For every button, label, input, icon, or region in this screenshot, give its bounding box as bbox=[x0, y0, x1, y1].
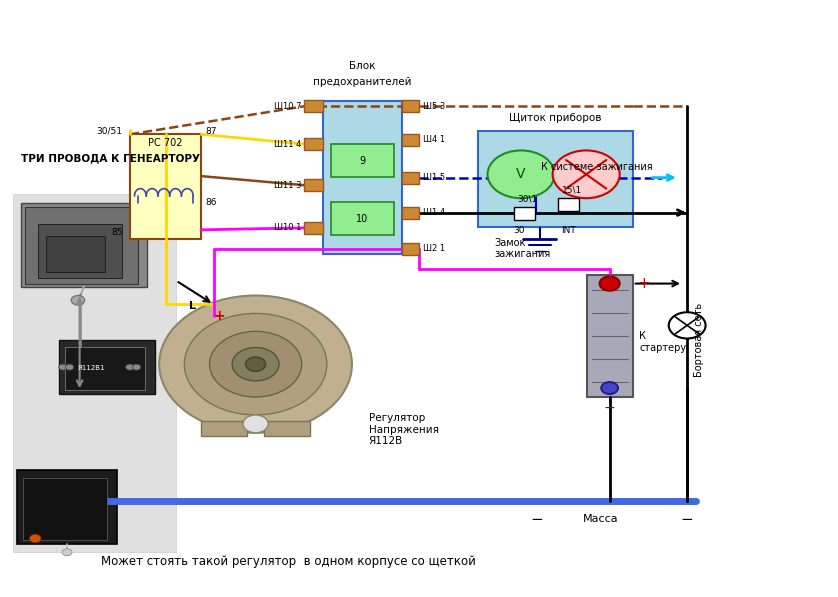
Bar bbox=[130, 134, 201, 239]
Circle shape bbox=[62, 549, 72, 556]
Circle shape bbox=[159, 296, 352, 433]
Circle shape bbox=[29, 534, 41, 543]
Circle shape bbox=[246, 357, 266, 371]
Circle shape bbox=[601, 382, 618, 394]
Bar bbox=[304, 179, 323, 191]
Text: К
стартеру: К стартеру bbox=[639, 331, 686, 353]
Text: Ш11 3: Ш11 3 bbox=[274, 181, 302, 190]
Text: 85: 85 bbox=[111, 228, 123, 238]
Bar bbox=[402, 243, 419, 255]
Bar bbox=[38, 224, 122, 278]
Text: 9: 9 bbox=[360, 156, 365, 166]
Bar bbox=[304, 222, 323, 234]
Text: 30\1: 30\1 bbox=[517, 195, 537, 204]
Text: 30/51: 30/51 bbox=[96, 127, 122, 136]
Bar bbox=[331, 144, 394, 177]
Text: +: + bbox=[637, 276, 649, 291]
Bar bbox=[514, 207, 535, 220]
Text: Я112В1: Я112В1 bbox=[78, 365, 106, 371]
Bar bbox=[402, 172, 419, 184]
Circle shape bbox=[210, 331, 302, 397]
Text: +: + bbox=[214, 309, 225, 324]
Text: 87: 87 bbox=[205, 127, 217, 136]
Text: 15\1: 15\1 bbox=[561, 186, 582, 195]
Text: V: V bbox=[516, 167, 525, 181]
Circle shape bbox=[232, 347, 279, 381]
Text: предохранителей: предохранителей bbox=[313, 78, 411, 87]
Text: Ш10 7: Ш10 7 bbox=[274, 101, 302, 111]
Text: Может стоять такой регулятор  в одном корпусе со щеткой: Может стоять такой регулятор в одном кор… bbox=[101, 555, 475, 568]
Bar bbox=[13, 194, 176, 552]
Text: Блок: Блок bbox=[349, 61, 375, 70]
Text: Ш10 1: Ш10 1 bbox=[274, 223, 302, 232]
Bar bbox=[587, 275, 633, 397]
Text: Щиток приборов: Щиток приборов bbox=[509, 113, 602, 123]
Bar bbox=[402, 134, 419, 146]
Text: 10: 10 bbox=[356, 214, 369, 224]
Bar bbox=[478, 131, 633, 227]
Circle shape bbox=[132, 364, 141, 370]
Text: Ш4 1: Ш4 1 bbox=[423, 135, 445, 144]
Text: Ш1 5: Ш1 5 bbox=[423, 173, 445, 182]
Bar bbox=[21, 203, 147, 287]
Text: 30: 30 bbox=[514, 226, 525, 235]
Text: Ш11 4: Ш11 4 bbox=[274, 140, 302, 149]
Bar bbox=[402, 207, 419, 219]
Circle shape bbox=[599, 276, 619, 291]
Text: −: − bbox=[680, 512, 694, 527]
Bar bbox=[558, 198, 579, 211]
Bar bbox=[304, 100, 323, 112]
Text: Замок
зажигания: Замок зажигания bbox=[494, 238, 551, 259]
Text: Масса: Масса bbox=[582, 515, 618, 524]
Text: РС 702: РС 702 bbox=[148, 139, 183, 148]
Bar bbox=[264, 421, 310, 436]
Bar bbox=[201, 421, 247, 436]
Bar bbox=[17, 470, 117, 544]
Circle shape bbox=[59, 364, 67, 370]
Text: Ш2 1: Ш2 1 bbox=[423, 244, 445, 254]
Text: Ш5 3: Ш5 3 bbox=[423, 101, 446, 111]
Bar bbox=[25, 207, 138, 284]
Text: К системе зажигания: К системе зажигания bbox=[541, 162, 652, 172]
Circle shape bbox=[126, 364, 134, 370]
Text: L: L bbox=[189, 301, 195, 310]
Bar bbox=[402, 100, 419, 112]
Bar bbox=[65, 347, 145, 390]
Circle shape bbox=[488, 150, 555, 198]
Text: −: − bbox=[530, 512, 543, 527]
Circle shape bbox=[65, 364, 74, 370]
Text: ТРИ ПРОВОДА К ГЕНЕАРТОРУ: ТРИ ПРОВОДА К ГЕНЕАРТОРУ bbox=[21, 153, 200, 163]
Circle shape bbox=[669, 312, 706, 338]
Bar bbox=[331, 202, 394, 235]
Bar bbox=[23, 478, 107, 540]
Text: Бортовая сеть: Бортовая сеть bbox=[694, 303, 704, 377]
Text: Регулятор
Напряжения
Я112В: Регулятор Напряжения Я112В bbox=[369, 413, 439, 447]
Bar bbox=[46, 236, 105, 272]
Bar bbox=[59, 340, 155, 394]
Text: Ш1 4: Ш1 4 bbox=[423, 208, 445, 217]
Circle shape bbox=[553, 150, 619, 198]
Text: 86: 86 bbox=[205, 198, 217, 208]
Bar bbox=[323, 101, 402, 254]
Circle shape bbox=[243, 415, 268, 433]
Text: −: − bbox=[604, 401, 615, 415]
Circle shape bbox=[184, 313, 327, 415]
Circle shape bbox=[71, 296, 85, 305]
Bar bbox=[304, 138, 323, 150]
Text: INT: INT bbox=[561, 226, 577, 235]
